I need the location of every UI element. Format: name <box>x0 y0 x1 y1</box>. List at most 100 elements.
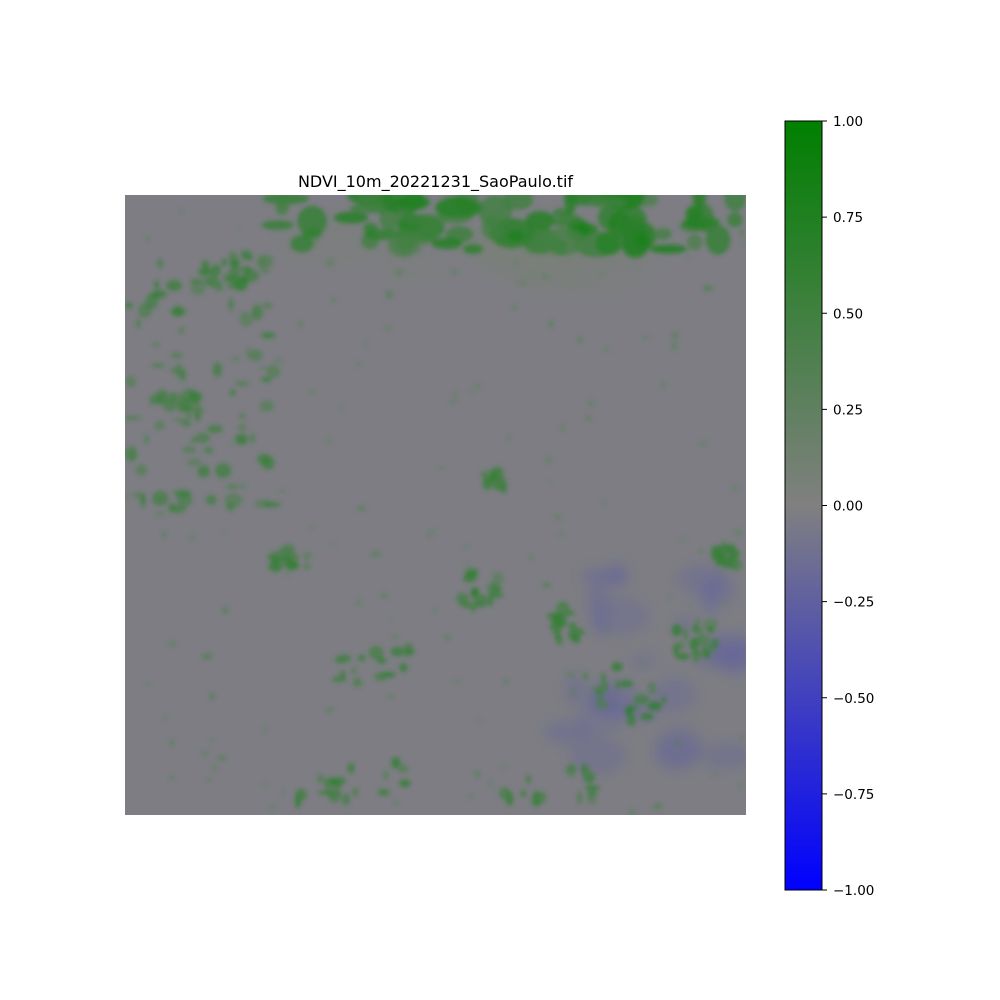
vegetation-patch <box>471 587 480 597</box>
vegetation-speck <box>215 285 224 293</box>
vegetation-speck <box>162 530 167 539</box>
vegetation-patch <box>234 380 251 387</box>
vegetation-patch <box>261 376 272 383</box>
water-area <box>586 582 611 621</box>
vegetation-speck <box>334 656 343 662</box>
vegetation-speck <box>169 774 175 782</box>
vegetation-speck <box>388 616 393 623</box>
water-area <box>544 720 593 745</box>
water-area <box>656 725 703 767</box>
vegetation-patch <box>686 204 704 220</box>
colorbar-tick-label: −1.00 <box>833 883 874 899</box>
vegetation-speck <box>163 714 168 723</box>
vegetation-patch <box>526 775 531 784</box>
vegetation-speck <box>144 682 152 686</box>
chart-title: NDVI_10m_20221231_SaoPaulo.tif <box>298 172 573 192</box>
vegetation-patch <box>676 653 690 660</box>
vegetation-patch <box>275 556 292 562</box>
vegetation-speck <box>507 435 511 442</box>
vegetation-speck <box>273 358 283 363</box>
vegetation-speck <box>356 505 367 512</box>
vegetation-patch <box>595 231 623 256</box>
vegetation-patch <box>221 259 228 266</box>
vegetation-speck <box>571 687 576 697</box>
vegetation-patch <box>404 213 448 228</box>
vegetation-patch <box>317 773 325 784</box>
vegetation-patch <box>463 244 483 254</box>
vegetation-speck <box>724 600 728 607</box>
vegetation-patch <box>155 389 169 405</box>
vegetation-speck <box>565 671 576 677</box>
vegetation-speck <box>528 555 534 561</box>
vegetation-speck <box>712 772 718 777</box>
vegetation-patch <box>724 195 746 212</box>
vegetation-patch <box>170 504 187 514</box>
vegetation-patch <box>290 235 314 253</box>
vegetation-patch <box>261 220 294 230</box>
vegetation-patch <box>374 672 388 681</box>
vegetation-patch <box>364 229 402 241</box>
vegetation-patch <box>151 490 169 506</box>
vegetation-speck <box>169 739 175 746</box>
vegetation-speck <box>384 290 394 300</box>
vegetation-speck <box>339 402 344 412</box>
vegetation-patch <box>702 646 707 656</box>
vegetation-patch <box>586 791 598 798</box>
vegetation-speck <box>531 272 535 278</box>
water-area <box>579 567 630 585</box>
water-area <box>651 677 696 712</box>
vegetation-speck <box>269 803 276 810</box>
ndvi-raster-image <box>125 195 746 815</box>
vegetation-speck <box>231 442 235 447</box>
vegetation-patch <box>567 629 574 635</box>
vegetation-speck <box>738 227 746 237</box>
vegetation-speck <box>309 524 314 530</box>
vegetation-patch <box>347 762 355 774</box>
vegetation-patch <box>326 788 341 799</box>
vegetation-speck <box>545 455 553 465</box>
vegetation-patch <box>215 463 232 478</box>
vegetation-patch <box>459 600 472 608</box>
vegetation-patch <box>229 258 241 268</box>
vegetation-patch <box>203 446 214 454</box>
vegetation-speck <box>721 564 725 573</box>
colorbar-tick-label: −0.50 <box>833 691 874 707</box>
vegetation-patch <box>647 701 662 711</box>
vegetation-patch <box>157 258 164 269</box>
vegetation-speck <box>597 270 605 277</box>
vegetation-speck <box>685 253 692 260</box>
vegetation-speck <box>259 467 264 471</box>
vegetation-speck <box>426 224 435 233</box>
vegetation-speck <box>462 543 469 548</box>
vegetation-patch <box>481 215 503 240</box>
vegetation-speck <box>427 530 432 539</box>
vegetation-patch <box>205 494 217 505</box>
vegetation-patch <box>615 679 621 691</box>
vegetation-speck <box>383 326 393 330</box>
vegetation-patch <box>175 398 188 407</box>
vegetation-speck <box>201 272 207 279</box>
vegetation-patch <box>554 630 561 641</box>
vegetation-patch <box>228 265 240 280</box>
vegetation-patch <box>352 787 359 797</box>
vegetation-speck <box>548 478 553 484</box>
vegetation-speck <box>395 269 403 276</box>
vegetation-patch <box>186 414 192 419</box>
water-area <box>630 654 655 669</box>
vegetation-patch <box>494 473 501 479</box>
vegetation-speck <box>633 690 644 697</box>
vegetation-patch <box>213 362 222 377</box>
vegetation-patch <box>182 446 197 454</box>
vegetation-speck <box>554 514 563 521</box>
vegetation-patch <box>476 594 488 608</box>
vegetation-speck <box>205 778 212 783</box>
vegetation-patch <box>125 376 136 388</box>
vegetation-patch <box>239 412 246 420</box>
vegetation-speck <box>129 444 138 454</box>
vegetation-speck <box>200 750 210 757</box>
vegetation-patch <box>377 657 387 664</box>
vegetation-patch <box>169 308 187 316</box>
vegetation-patch <box>154 420 165 431</box>
vegetation-patch <box>582 672 589 681</box>
vegetation-patch <box>727 212 743 228</box>
